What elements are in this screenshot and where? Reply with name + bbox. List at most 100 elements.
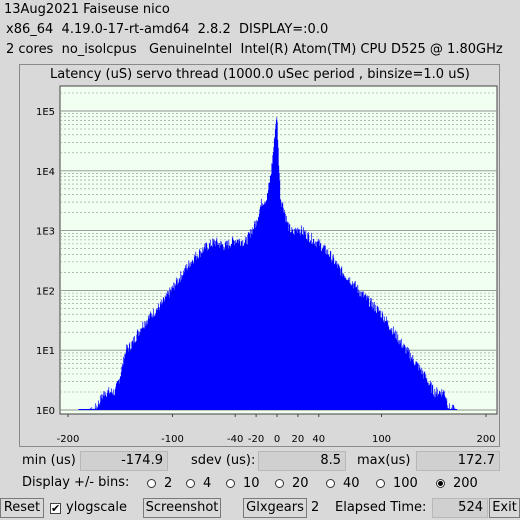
histogram-bar <box>169 287 171 410</box>
histogram-bar <box>376 305 378 410</box>
histogram-bar <box>321 250 323 410</box>
histogram-bar <box>226 240 228 410</box>
histogram-bar <box>235 242 237 410</box>
histogram-bar <box>349 283 351 410</box>
histogram-bar <box>162 297 164 410</box>
histogram-bar <box>91 409 93 410</box>
radio-icon <box>226 478 235 488</box>
histogram-bar <box>283 209 285 410</box>
histogram-bar <box>136 334 138 410</box>
histogram-bar <box>181 279 183 410</box>
histogram-bar <box>157 303 159 410</box>
histogram-bar <box>333 264 335 410</box>
histogram-bar <box>227 245 229 410</box>
histogram-bar <box>454 407 456 410</box>
histogram-bar <box>388 326 390 410</box>
histogram-bar <box>442 394 444 410</box>
histogram-bar <box>418 363 420 410</box>
histogram-bar <box>439 391 441 410</box>
histogram-bar <box>183 268 185 410</box>
histogram-bar <box>313 244 315 410</box>
histogram-bar <box>113 389 115 410</box>
histogram-bar <box>272 152 274 410</box>
histogram-bar <box>226 245 228 410</box>
histogram-bar <box>147 315 149 410</box>
histogram-bar <box>195 251 197 410</box>
histogram-bar <box>142 321 144 410</box>
bins-radio-100[interactable]: 100 <box>376 474 418 492</box>
histogram-bar <box>323 246 325 410</box>
histogram-bar <box>320 243 322 410</box>
histogram-bar <box>281 203 283 410</box>
glxgears-count: 2 <box>311 500 320 515</box>
histogram-bar <box>208 242 210 410</box>
histogram-bar <box>326 254 328 410</box>
histogram-bar <box>255 219 257 410</box>
bins-radio-40[interactable]: 40 <box>326 474 360 492</box>
histogram-bar <box>224 247 226 410</box>
histogram-bar <box>427 381 429 410</box>
histogram-bar <box>369 306 371 410</box>
max-label: max(us) <box>357 453 411 468</box>
histogram-bar <box>360 291 362 410</box>
histogram-bar <box>354 281 356 410</box>
histogram-bar <box>291 227 293 410</box>
histogram-bar <box>414 364 416 410</box>
histogram-bar <box>101 399 103 410</box>
exit-button[interactable]: Exit <box>489 498 520 518</box>
histogram-bar <box>227 248 229 410</box>
bins-radio-4[interactable]: 4 <box>186 474 211 492</box>
bins-radio-10[interactable]: 10 <box>226 474 260 492</box>
histogram-bar <box>435 394 437 410</box>
ylogscale-checkbox[interactable]: ✔ ylogscale <box>50 499 127 517</box>
histogram-bar <box>167 291 169 410</box>
histogram-bar <box>91 407 93 410</box>
screenshot-button[interactable]: Screenshot <box>143 498 221 518</box>
bins-radio-200[interactable]: 200 <box>436 474 478 492</box>
bins-radio-2[interactable]: 2 <box>147 474 172 492</box>
histogram-bar <box>324 244 326 410</box>
histogram-bar <box>121 363 123 410</box>
histogram-bar <box>285 221 287 410</box>
histogram-bar <box>115 383 117 410</box>
histogram-bar <box>183 274 185 410</box>
elapsed-time-value: 524 <box>432 498 488 518</box>
histogram-bar <box>413 364 415 410</box>
bins-radio-20[interactable]: 20 <box>275 474 309 492</box>
histogram-bar <box>195 259 197 410</box>
sdev-label: sdev (us): <box>191 453 256 468</box>
histogram-bar <box>174 285 176 410</box>
histogram-bar <box>381 318 383 410</box>
histogram-bar <box>111 392 113 410</box>
histogram-bar <box>186 263 188 410</box>
histogram-bar <box>417 370 419 410</box>
histogram-bar <box>353 288 355 410</box>
histogram-bar <box>79 409 81 410</box>
histogram-bar <box>286 222 288 410</box>
histogram-bar <box>96 406 98 410</box>
histogram-bar <box>166 296 168 410</box>
histogram-bar <box>250 233 252 410</box>
histogram-bar <box>89 408 91 410</box>
reset-button[interactable]: Reset <box>0 498 44 518</box>
histogram-bar <box>82 409 84 410</box>
histogram-bar <box>168 294 170 410</box>
histogram-bar <box>124 353 126 410</box>
histogram-bar <box>340 275 342 410</box>
histogram-bar <box>358 293 360 410</box>
histogram-bar <box>275 119 277 410</box>
histogram-bar <box>213 239 215 410</box>
histogram-bar <box>408 351 410 410</box>
histogram-bar <box>244 239 246 410</box>
histogram-bar <box>120 371 122 410</box>
histogram-bar <box>306 240 308 410</box>
histogram-bar <box>400 338 402 410</box>
glxgears-button[interactable]: Glxgears <box>243 498 307 518</box>
histogram-bar <box>250 237 252 410</box>
histogram-bar <box>252 227 254 410</box>
radio-selected-icon <box>436 478 445 488</box>
histogram-bar <box>319 240 321 410</box>
histogram-bar <box>325 253 327 410</box>
histogram-bar <box>163 297 165 410</box>
histogram-bar <box>425 374 427 410</box>
